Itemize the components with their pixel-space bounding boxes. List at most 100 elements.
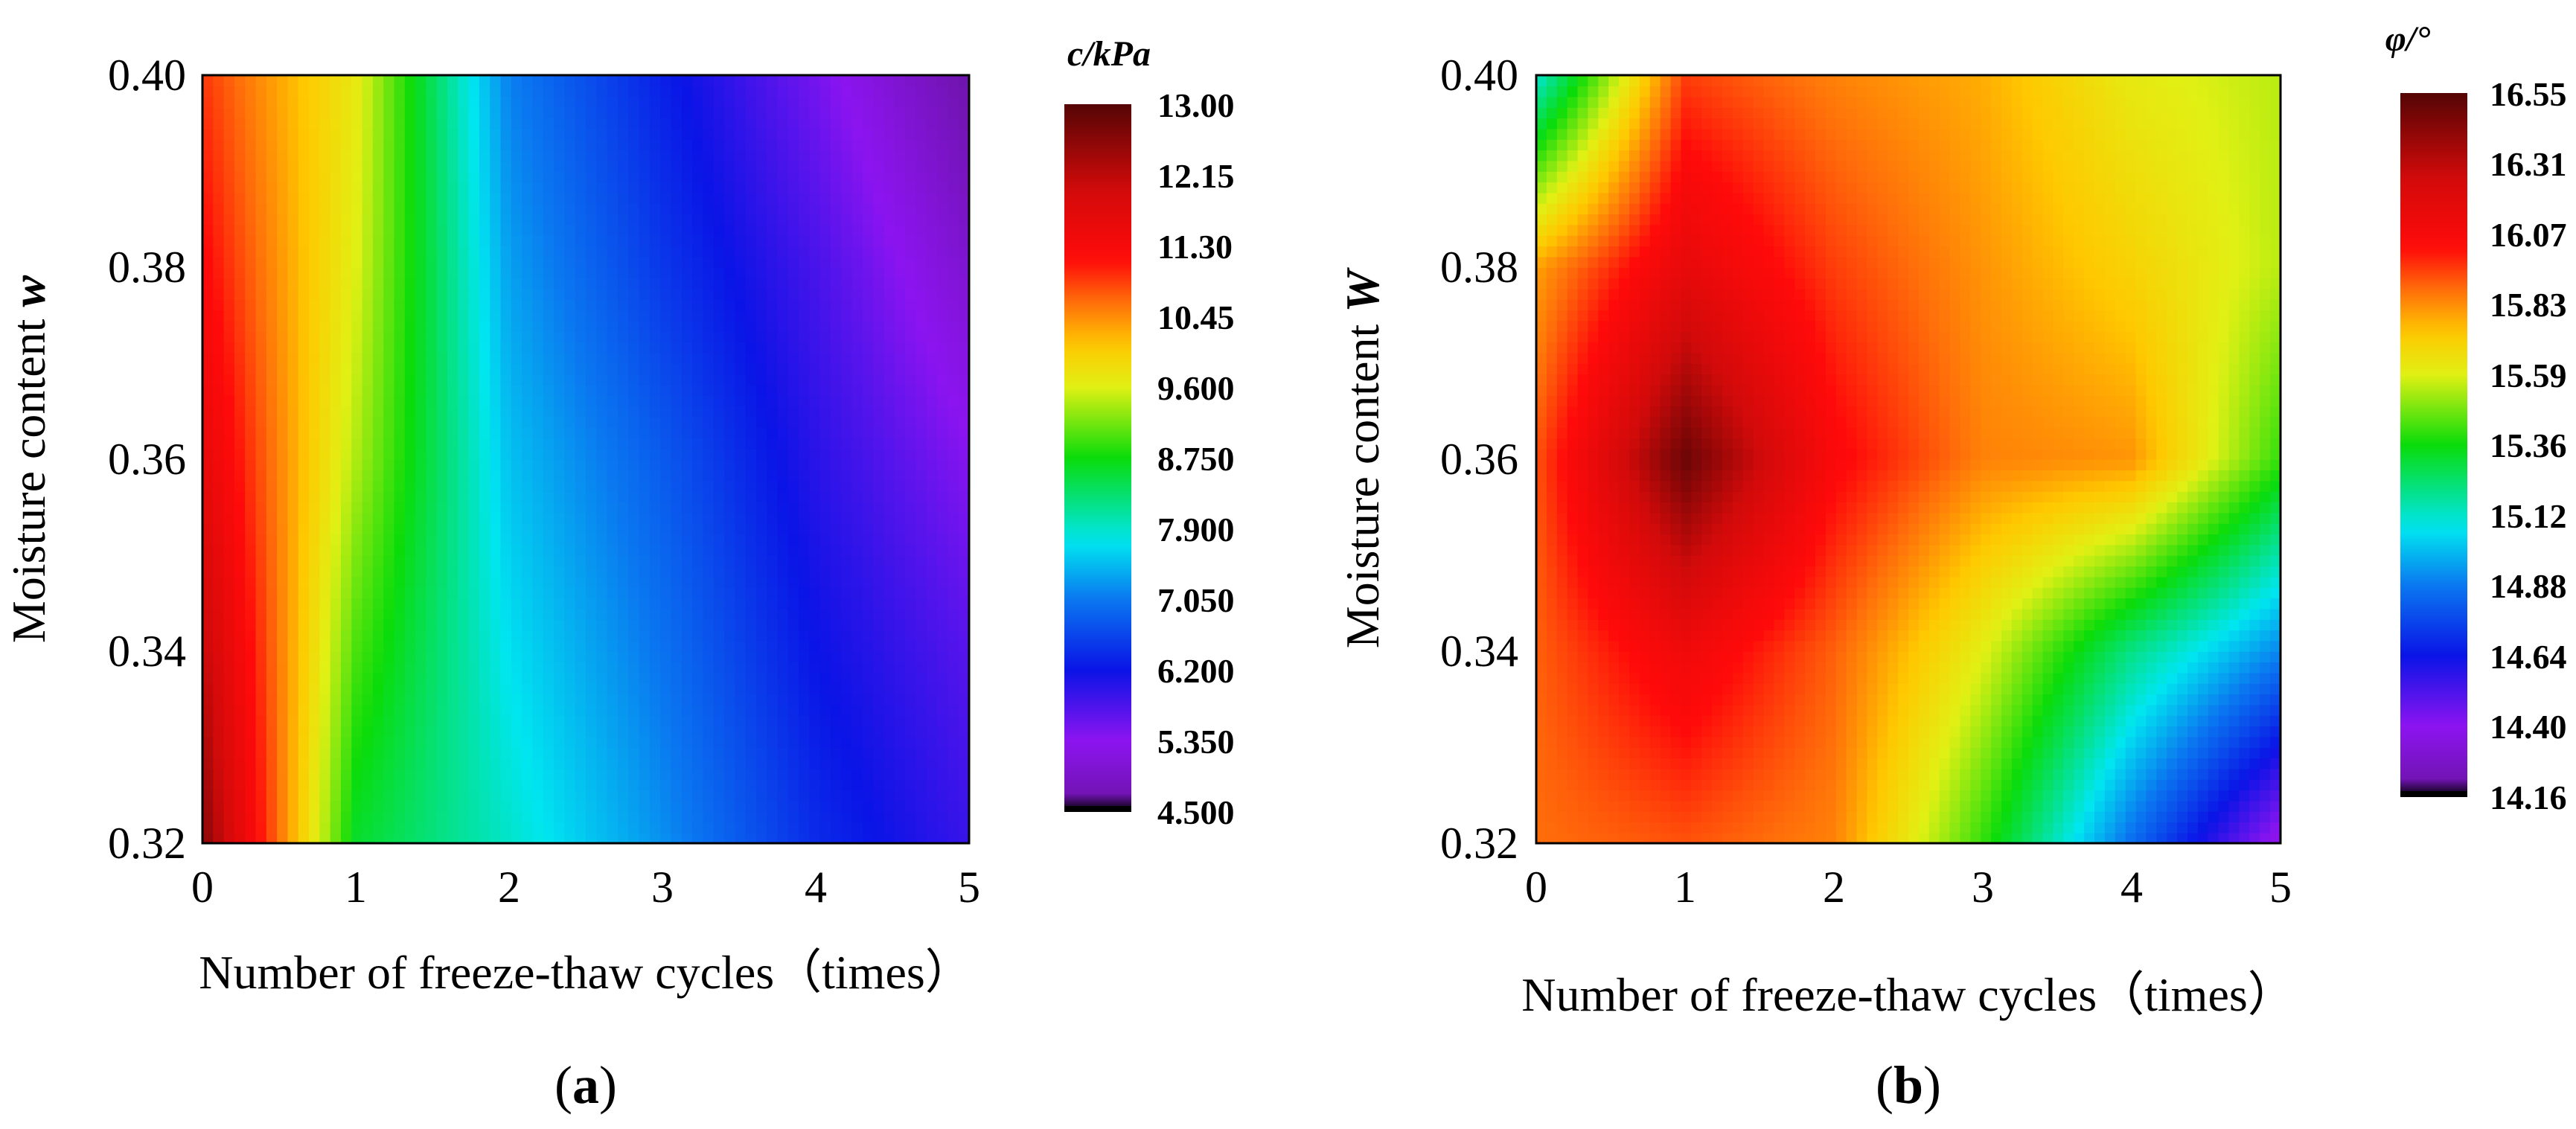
contour-cell xyxy=(723,192,736,204)
contour-cell xyxy=(681,267,693,279)
contour-cell xyxy=(883,448,895,460)
contour-cell xyxy=(511,118,522,129)
contour-cell xyxy=(883,203,895,215)
contour-cell xyxy=(213,438,225,450)
contour-cell xyxy=(245,619,257,631)
contour-cell xyxy=(799,256,811,268)
contour-cell xyxy=(532,352,544,364)
contour-cell xyxy=(755,320,767,332)
contour-cell xyxy=(639,832,651,844)
contour-cell xyxy=(926,459,938,471)
contour-cell xyxy=(660,662,672,674)
contour-cell xyxy=(745,502,757,514)
contour-cell xyxy=(447,672,459,684)
contour-cell xyxy=(564,416,576,428)
contour-cell xyxy=(628,790,640,802)
contour-cell xyxy=(319,150,331,161)
contour-cell xyxy=(234,214,246,226)
contour-cell xyxy=(586,587,598,599)
contour-cell xyxy=(351,502,363,514)
contour-cell xyxy=(426,310,438,322)
contour-cell xyxy=(500,182,512,194)
contour-cell xyxy=(862,192,875,204)
contour-cell xyxy=(894,107,906,119)
contour-cell xyxy=(649,640,661,652)
contour-cell xyxy=(883,459,895,471)
contour-cell xyxy=(723,160,736,172)
contour-cell xyxy=(660,470,672,482)
contour-cell xyxy=(436,448,448,460)
contour-cell xyxy=(372,267,384,279)
contour-cell xyxy=(458,192,470,204)
contour-cell xyxy=(862,459,875,471)
contour-cell xyxy=(468,502,480,514)
contour-cell xyxy=(394,544,406,556)
contour-cell xyxy=(575,288,587,300)
contour-cell xyxy=(554,619,566,631)
contour-cell xyxy=(404,726,416,738)
contour-cell xyxy=(277,118,289,129)
contour-cell xyxy=(841,800,853,812)
contour-cell xyxy=(639,512,651,524)
contour-cell xyxy=(351,534,363,546)
contour-cell xyxy=(926,747,938,759)
contour-cell xyxy=(692,278,704,290)
contour-cell xyxy=(298,491,310,503)
contour-cell xyxy=(415,448,427,460)
contour-cell xyxy=(777,171,789,183)
contour-cell xyxy=(415,459,427,471)
contour-cell xyxy=(298,96,310,108)
contour-cell xyxy=(522,480,534,492)
contour-cell xyxy=(713,96,725,108)
contour-cell xyxy=(213,704,225,716)
contour-cell xyxy=(266,352,278,364)
contour-cell xyxy=(372,470,384,482)
contour-cell xyxy=(436,192,448,204)
contour-cell xyxy=(681,448,693,460)
contour-cell xyxy=(787,214,799,226)
contour-cell xyxy=(723,672,736,684)
contour-cell xyxy=(362,662,374,674)
contour-cell xyxy=(862,758,875,770)
contour-cell xyxy=(607,235,619,247)
contour-cell xyxy=(767,662,779,674)
contour-cell xyxy=(735,139,747,151)
contour-cell xyxy=(266,822,278,834)
contour-cell xyxy=(723,800,736,812)
contour-cell xyxy=(458,96,470,108)
contour-cell xyxy=(532,416,544,428)
contour-cell xyxy=(340,448,353,460)
contour-cell xyxy=(383,299,395,311)
contour-cell xyxy=(426,715,438,727)
contour-cell xyxy=(522,160,534,172)
contour-cell xyxy=(415,192,427,204)
contour-cell xyxy=(277,672,289,684)
contour-cell xyxy=(394,470,406,482)
contour-cell xyxy=(713,672,725,684)
contour-cell xyxy=(383,491,395,503)
contour-cell xyxy=(671,608,683,620)
contour-cell xyxy=(819,747,831,759)
contour-cell xyxy=(915,160,927,172)
contour-cell xyxy=(340,683,353,695)
contour-cell xyxy=(787,310,799,322)
contour-cell xyxy=(755,278,767,290)
contour-cell xyxy=(586,608,598,620)
contour-cell xyxy=(607,619,619,631)
contour-cell xyxy=(277,704,289,716)
contour-cell xyxy=(564,96,576,108)
contour-cell xyxy=(905,352,917,364)
contour-cell xyxy=(713,438,725,450)
contour-cell xyxy=(330,320,342,332)
contour-cell xyxy=(234,160,246,172)
contour-cell xyxy=(255,651,267,663)
contour-cell xyxy=(575,544,587,556)
contour-cell xyxy=(426,630,438,642)
contour-cell xyxy=(436,512,448,524)
contour-cell xyxy=(255,448,267,460)
contour-cell xyxy=(245,598,257,610)
contour-cell xyxy=(202,459,214,471)
contour-cell xyxy=(554,651,566,663)
contour-cell xyxy=(426,139,438,151)
contour-cell xyxy=(394,790,406,802)
